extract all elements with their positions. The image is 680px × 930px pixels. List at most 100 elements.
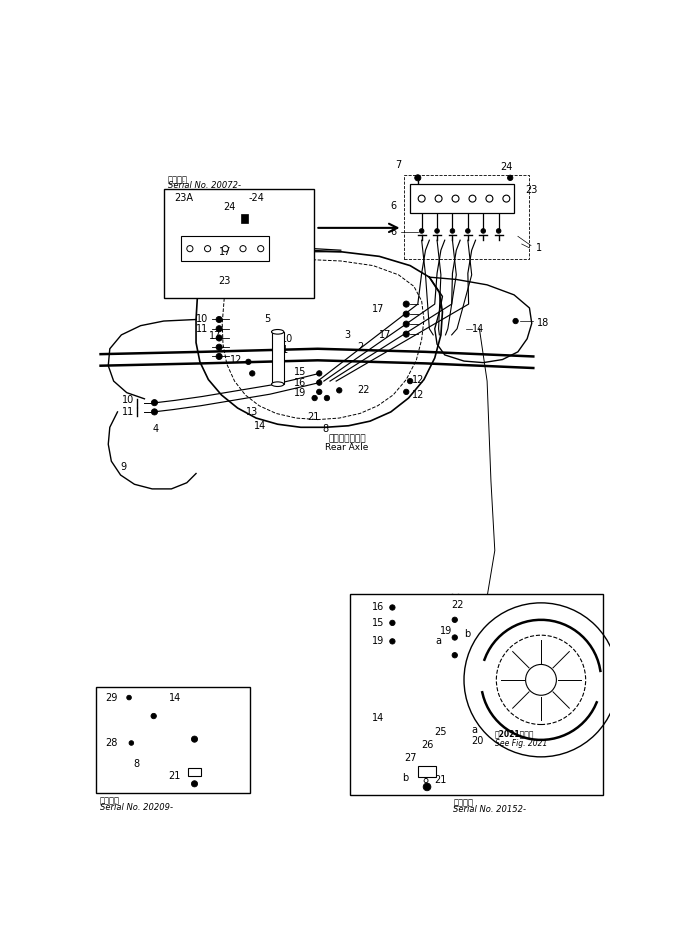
Circle shape — [216, 353, 222, 360]
Text: リヤーアクスル: リヤーアクスル — [328, 434, 366, 444]
Circle shape — [126, 696, 131, 700]
Circle shape — [507, 175, 513, 180]
Text: 6: 6 — [390, 201, 396, 210]
Text: 15: 15 — [294, 366, 306, 377]
Circle shape — [245, 359, 251, 365]
Text: 24: 24 — [223, 202, 235, 212]
Text: 16: 16 — [371, 603, 384, 613]
Text: 23: 23 — [219, 276, 231, 286]
Text: Serial No. 20209-: Serial No. 20209- — [100, 804, 173, 812]
Text: 19: 19 — [294, 389, 306, 398]
Circle shape — [407, 379, 413, 384]
Circle shape — [481, 229, 486, 233]
Text: 8: 8 — [322, 424, 328, 433]
Text: 11: 11 — [122, 407, 135, 417]
Text: 8: 8 — [422, 775, 428, 785]
Text: 17: 17 — [371, 304, 384, 314]
Text: 15: 15 — [371, 618, 384, 628]
Text: 10: 10 — [122, 395, 135, 405]
Circle shape — [312, 395, 318, 401]
Text: 23A: 23A — [175, 193, 194, 203]
Text: 8: 8 — [133, 759, 139, 769]
Circle shape — [152, 409, 158, 415]
Text: 23: 23 — [526, 185, 538, 195]
Circle shape — [216, 326, 222, 332]
Text: Serial No. 20152-: Serial No. 20152- — [453, 805, 526, 815]
Circle shape — [526, 664, 556, 696]
Ellipse shape — [271, 329, 284, 334]
Circle shape — [423, 783, 431, 790]
Circle shape — [469, 195, 476, 202]
Circle shape — [192, 736, 198, 742]
Bar — [418, 766, 437, 777]
Text: 20: 20 — [471, 737, 483, 747]
Text: 3: 3 — [344, 330, 350, 339]
Circle shape — [390, 604, 395, 610]
Ellipse shape — [271, 382, 284, 387]
Text: 21: 21 — [435, 775, 447, 785]
Circle shape — [192, 780, 198, 787]
Circle shape — [151, 713, 156, 719]
Text: b: b — [403, 774, 409, 783]
Text: 9: 9 — [120, 462, 126, 472]
Text: Rear Axle: Rear Axle — [325, 443, 369, 452]
Text: 14: 14 — [254, 420, 266, 431]
Circle shape — [216, 335, 222, 341]
Text: 10: 10 — [281, 334, 293, 344]
Circle shape — [390, 620, 395, 626]
Circle shape — [513, 318, 518, 324]
Text: 22: 22 — [358, 385, 370, 395]
Text: 24: 24 — [500, 162, 513, 172]
Circle shape — [403, 389, 409, 394]
Text: 28: 28 — [105, 738, 118, 748]
Text: 14: 14 — [371, 713, 384, 724]
Text: 21: 21 — [168, 771, 181, 781]
Text: -24: -24 — [248, 193, 265, 203]
Circle shape — [317, 380, 322, 385]
Circle shape — [317, 389, 322, 394]
Circle shape — [452, 618, 458, 622]
Text: 27: 27 — [404, 753, 416, 764]
Circle shape — [450, 229, 455, 233]
Circle shape — [452, 635, 458, 640]
Circle shape — [435, 195, 442, 202]
Circle shape — [452, 195, 459, 202]
Text: 29: 29 — [105, 693, 118, 702]
Text: Serial No. 20072-: Serial No. 20072- — [167, 181, 241, 190]
Text: 6: 6 — [390, 228, 396, 237]
Text: 18: 18 — [537, 318, 549, 328]
Circle shape — [418, 195, 425, 202]
Text: 12: 12 — [411, 390, 424, 400]
Text: 14: 14 — [169, 693, 182, 702]
Text: 26: 26 — [421, 740, 433, 751]
Circle shape — [420, 229, 424, 233]
Text: 17: 17 — [209, 331, 222, 341]
Circle shape — [486, 195, 493, 202]
Bar — [404, 175, 530, 259]
Circle shape — [435, 229, 439, 233]
Text: 22: 22 — [452, 600, 464, 610]
Text: See Fig. 2021: See Fig. 2021 — [495, 738, 547, 748]
Bar — [271, 332, 284, 384]
Circle shape — [403, 311, 409, 317]
Circle shape — [403, 331, 409, 338]
Circle shape — [337, 388, 342, 393]
Text: b: b — [464, 629, 470, 639]
Circle shape — [415, 175, 421, 181]
Text: 4: 4 — [153, 424, 159, 433]
Circle shape — [129, 740, 134, 745]
Text: 2: 2 — [358, 342, 364, 352]
Circle shape — [258, 246, 264, 252]
Circle shape — [205, 246, 211, 252]
Circle shape — [250, 371, 255, 376]
Circle shape — [403, 301, 409, 307]
Text: 11: 11 — [196, 324, 208, 334]
Text: 12: 12 — [411, 375, 424, 385]
Text: 適用番号: 適用番号 — [100, 796, 120, 805]
Circle shape — [222, 246, 228, 252]
Text: 13: 13 — [246, 407, 258, 417]
Circle shape — [466, 229, 470, 233]
Text: 7: 7 — [396, 160, 402, 170]
Circle shape — [390, 639, 395, 644]
Text: 21: 21 — [307, 411, 320, 421]
